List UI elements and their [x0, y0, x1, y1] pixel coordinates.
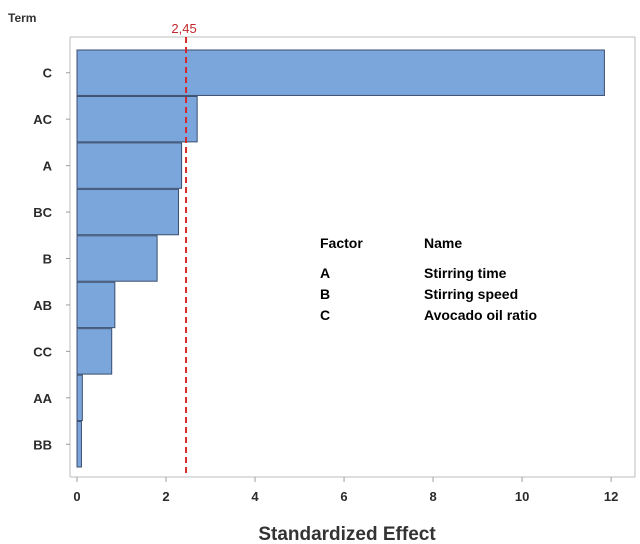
- legend-name-a: Stirring time: [424, 265, 507, 281]
- bar-ac: [76, 95, 198, 143]
- legend-header-name: Name: [424, 235, 462, 251]
- y-tick-label-ab: AB: [33, 298, 52, 313]
- bar-bc: [76, 188, 179, 236]
- legend-factor-b: B: [320, 286, 330, 302]
- legend-name-c: Avocado oil ratio: [424, 307, 537, 323]
- x-tick-label: 2: [162, 489, 169, 504]
- reference-line-label: 2,45: [171, 21, 196, 36]
- x-tick-label: 8: [429, 489, 436, 504]
- factor-legend: Factor Name A Stirring time B Stirring s…: [320, 235, 537, 323]
- x-ticks: 0 2 4 6 8 10 12: [73, 477, 618, 504]
- bar-ab: [76, 281, 116, 329]
- bar-c: [76, 49, 605, 96]
- y-tick-label-bb: BB: [33, 437, 52, 452]
- x-tick-label: 6: [340, 489, 347, 504]
- bar-aa: [76, 374, 83, 422]
- y-tick-label-bc: BC: [33, 205, 52, 220]
- y-tick-label-a: A: [43, 159, 53, 174]
- x-tick-label: 10: [515, 489, 529, 504]
- x-tick-label: 12: [604, 489, 618, 504]
- y-tick-label-cc: CC: [33, 344, 52, 359]
- y-axis-title: Term: [8, 11, 36, 25]
- legend-header-factor: Factor: [320, 235, 363, 251]
- x-tick-label: 0: [73, 489, 80, 504]
- legend-name-b: Stirring speed: [424, 286, 518, 302]
- y-tick-label-aa: AA: [33, 391, 52, 406]
- bar-b: [76, 235, 158, 282]
- bar-bb: [76, 421, 82, 468]
- bars-group: [76, 49, 605, 468]
- bar-cc: [76, 328, 113, 375]
- legend-factor-c: C: [320, 307, 330, 323]
- legend-factor-a: A: [320, 265, 330, 281]
- y-tick-label-c: C: [43, 66, 53, 81]
- y-tick-labels: C AC A BC B AB CC AA BB: [33, 66, 70, 452]
- y-tick-label-ac: AC: [33, 112, 52, 127]
- bar-a: [76, 142, 183, 189]
- x-axis-title: Standardized Effect: [258, 524, 436, 544]
- y-tick-label-b: B: [43, 252, 52, 267]
- x-tick-label: 4: [251, 489, 259, 504]
